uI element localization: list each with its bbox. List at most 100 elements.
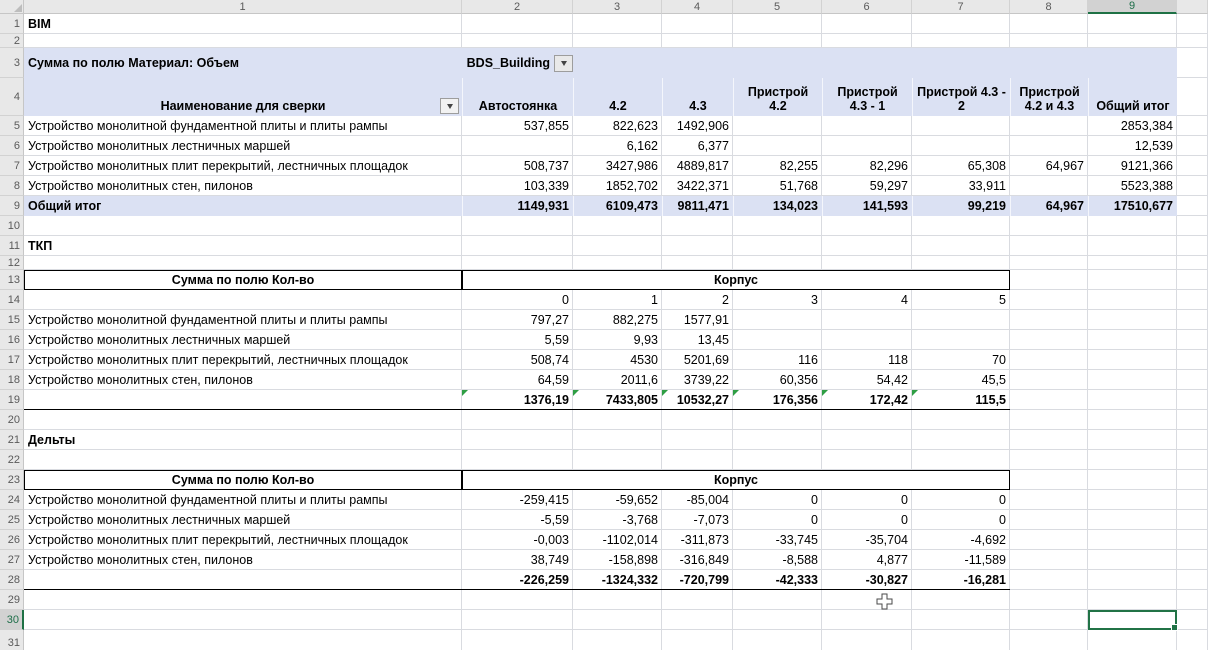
- cell[interactable]: 6,377: [697, 139, 729, 153]
- building-filter-dropdown[interactable]: [554, 55, 573, 72]
- total-cell[interactable]: -30,827: [865, 573, 908, 587]
- delta-pivot-field-label[interactable]: Сумма по полю Кол-во: [24, 470, 462, 490]
- cell[interactable]: 4530: [630, 353, 658, 367]
- column-header[interactable]: 3: [573, 0, 662, 14]
- bim-col-header[interactable]: 4.3: [662, 78, 733, 116]
- tkp-pivot-field-label[interactable]: Сумма по полю Кол-во: [24, 270, 462, 290]
- row-header[interactable]: 3: [0, 48, 24, 78]
- cell[interactable]: -11,589: [964, 553, 1006, 567]
- cell[interactable]: 64,967: [1045, 159, 1084, 173]
- column-header[interactable]: 6: [822, 0, 912, 14]
- cell[interactable]: 45,5: [981, 373, 1006, 387]
- cell[interactable]: -8,588: [782, 553, 818, 567]
- cell[interactable]: 1492,906: [676, 119, 729, 133]
- row-label[interactable]: Устройство монолитных плит перекрытий, л…: [28, 159, 408, 173]
- total-cell-flagged[interactable]: 176,356: [733, 390, 822, 410]
- total-cell[interactable]: -16,281: [963, 573, 1006, 587]
- total-cell[interactable]: 6109,473: [573, 196, 662, 216]
- cell[interactable]: 5201,69: [683, 353, 729, 367]
- total-cell-flagged[interactable]: 1376,19: [462, 390, 573, 410]
- row-label[interactable]: Устройство монолитных стен, пилонов: [28, 553, 253, 567]
- total-cell[interactable]: 17510,677: [1088, 196, 1177, 216]
- row-header[interactable]: 19: [0, 390, 24, 410]
- cell[interactable]: -33,745: [775, 533, 818, 547]
- cell[interactable]: 3739,22: [683, 373, 729, 387]
- total-cell-flagged[interactable]: 10532,27: [662, 390, 733, 410]
- row-header[interactable]: 7: [0, 156, 24, 176]
- cell[interactable]: 822,623: [612, 119, 658, 133]
- cell[interactable]: 1852,702: [605, 179, 658, 193]
- tkp-title[interactable]: ТКП: [28, 239, 53, 253]
- total-cell[interactable]: -42,333: [775, 573, 818, 587]
- row-header[interactable]: 10: [0, 216, 24, 236]
- total-cell-flagged[interactable]: 7433,805: [573, 390, 662, 410]
- building-filter-cell[interactable]: BDS_Building: [462, 48, 573, 78]
- column-header[interactable]: 1: [24, 0, 462, 14]
- row-label[interactable]: Устройство монолитных плит перекрытий, л…: [28, 353, 408, 367]
- row-header[interactable]: 25: [0, 510, 24, 530]
- total-cell[interactable]: 1149,931: [462, 196, 573, 216]
- row-header[interactable]: 2: [0, 34, 24, 48]
- row-header[interactable]: 17: [0, 350, 24, 370]
- cell[interactable]: 2011,6: [620, 373, 658, 387]
- total-cell[interactable]: 64,967: [1010, 196, 1088, 216]
- cell[interactable]: 9,93: [633, 333, 658, 347]
- cell[interactable]: 103,339: [523, 179, 569, 193]
- bim-total-label[interactable]: Общий итог: [28, 199, 102, 213]
- tkp-col-header[interactable]: 1: [651, 293, 658, 307]
- row-header[interactable]: 22: [0, 450, 24, 470]
- cell[interactable]: 537,855: [523, 119, 569, 133]
- cell[interactable]: 882,275: [612, 313, 658, 327]
- row-label[interactable]: Устройство монолитной фундаментной плиты…: [28, 313, 388, 327]
- column-header[interactable]: 8: [1010, 0, 1088, 14]
- cell[interactable]: -311,873: [680, 533, 729, 547]
- row-header[interactable]: 23: [0, 470, 24, 490]
- row-label[interactable]: Устройство монолитных стен, пилонов: [28, 179, 253, 193]
- bim-title[interactable]: BIM: [28, 17, 51, 31]
- bim-col-header[interactable]: Пристрой 4.2: [733, 78, 822, 116]
- row-label[interactable]: Устройство монолитных лестничных маршей: [28, 513, 291, 527]
- select-all-corner[interactable]: [0, 0, 24, 14]
- name-filter-dropdown[interactable]: [440, 98, 459, 114]
- cell[interactable]: 60,356: [779, 373, 818, 387]
- bim-col-header[interactable]: Общий итог: [1088, 78, 1177, 116]
- cell[interactable]: 118: [888, 353, 908, 367]
- row-header[interactable]: 1: [0, 14, 24, 34]
- column-header[interactable]: [1177, 0, 1208, 14]
- cell[interactable]: 3422,371: [676, 179, 729, 193]
- cell[interactable]: 0: [811, 513, 818, 527]
- delta-group-header[interactable]: Корпус: [462, 470, 1010, 490]
- cell[interactable]: 797,27: [530, 313, 569, 327]
- cell[interactable]: 65,308: [967, 159, 1006, 173]
- cell[interactable]: 13,45: [697, 333, 729, 347]
- bim-col-header[interactable]: Пристрой 4.3 - 1: [822, 78, 912, 116]
- bim-row-field-header[interactable]: Наименование для сверки: [24, 78, 462, 116]
- row-header[interactable]: 24: [0, 490, 24, 510]
- cell[interactable]: 9121,366: [1120, 159, 1173, 173]
- total-cell[interactable]: 141,593: [822, 196, 912, 216]
- cell[interactable]: 82,255: [779, 159, 818, 173]
- row-header[interactable]: 21: [0, 430, 24, 450]
- row-header[interactable]: 20: [0, 410, 24, 430]
- total-cell[interactable]: -1324,332: [601, 573, 658, 587]
- delta-title[interactable]: Дельты: [28, 433, 76, 447]
- row-header[interactable]: 30: [0, 610, 24, 630]
- bim-col-header[interactable]: Автостоянка: [462, 78, 573, 116]
- cell[interactable]: 6,162: [626, 139, 658, 153]
- column-header[interactable]: 5: [733, 0, 822, 14]
- column-header[interactable]: 9: [1088, 0, 1177, 14]
- column-header[interactable]: 4: [662, 0, 733, 14]
- cell[interactable]: 54,42: [876, 373, 908, 387]
- column-header[interactable]: 7: [912, 0, 1010, 14]
- cell[interactable]: 0: [901, 513, 908, 527]
- tkp-group-header[interactable]: Корпус: [462, 270, 1010, 290]
- total-cell[interactable]: 134,023: [733, 196, 822, 216]
- tkp-col-header[interactable]: 4: [901, 293, 908, 307]
- row-header[interactable]: 8: [0, 176, 24, 196]
- total-cell[interactable]: 9811,471: [662, 196, 733, 216]
- row-header[interactable]: 18: [0, 370, 24, 390]
- cell[interactable]: 508,74: [530, 353, 569, 367]
- row-label[interactable]: Устройство монолитной фундаментной плиты…: [28, 493, 388, 507]
- cell[interactable]: 64,59: [537, 373, 569, 387]
- cell[interactable]: -85,004: [686, 493, 729, 507]
